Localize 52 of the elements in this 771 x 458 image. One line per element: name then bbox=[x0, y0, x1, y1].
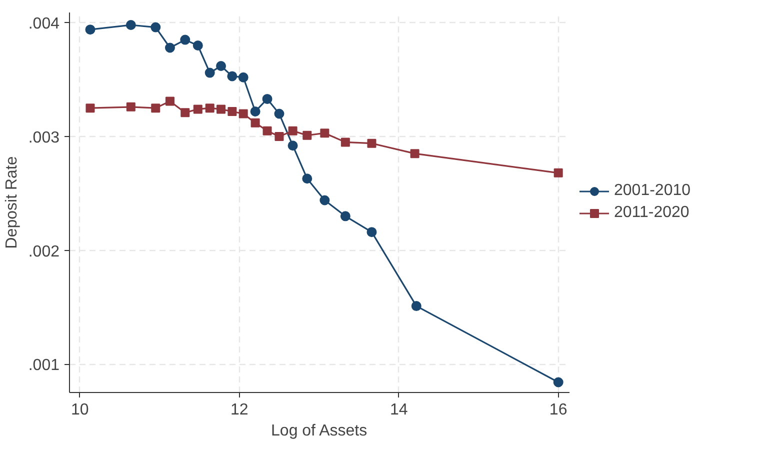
point bbox=[288, 126, 298, 136]
point bbox=[86, 104, 95, 113]
x-tick-label: 14 bbox=[390, 402, 408, 418]
point bbox=[216, 104, 226, 114]
y-tick-label: .004 bbox=[28, 16, 60, 33]
point bbox=[216, 60, 226, 71]
point bbox=[302, 174, 312, 184]
point bbox=[250, 106, 260, 116]
y-tick-label: .002 bbox=[28, 243, 60, 260]
point bbox=[262, 94, 272, 104]
point bbox=[180, 34, 190, 45]
point bbox=[553, 377, 564, 388]
x-axis-title: Log of Assets bbox=[271, 422, 368, 440]
x-tick-label: 16 bbox=[549, 402, 568, 418]
point bbox=[554, 168, 563, 178]
legend-label: 2011-2020 bbox=[614, 204, 690, 222]
x-tick-label: 12 bbox=[230, 402, 248, 418]
point bbox=[126, 102, 136, 112]
point bbox=[366, 227, 377, 238]
point bbox=[150, 22, 161, 32]
point bbox=[180, 108, 190, 118]
point bbox=[205, 104, 214, 113]
point bbox=[302, 130, 312, 140]
point bbox=[126, 20, 136, 30]
point bbox=[238, 109, 248, 118]
point bbox=[320, 128, 330, 138]
point bbox=[165, 96, 174, 106]
legend-label: 2001-2010 bbox=[614, 182, 691, 200]
point bbox=[151, 104, 160, 113]
point bbox=[274, 132, 284, 142]
point bbox=[204, 68, 215, 78]
point bbox=[340, 211, 350, 222]
point bbox=[250, 118, 260, 128]
point bbox=[288, 140, 298, 151]
x-tick-label: 10 bbox=[70, 402, 89, 418]
y-tick-label: .001 bbox=[28, 357, 60, 374]
y-tick-label: .003 bbox=[28, 130, 60, 147]
y-axis-title: Deposit Rate bbox=[3, 156, 20, 249]
point bbox=[227, 71, 238, 82]
point bbox=[410, 149, 420, 158]
point bbox=[193, 104, 202, 114]
point bbox=[164, 42, 175, 53]
point bbox=[411, 301, 422, 312]
point bbox=[238, 72, 248, 82]
point bbox=[228, 106, 237, 116]
point bbox=[192, 40, 203, 50]
point bbox=[262, 126, 272, 136]
point bbox=[274, 108, 284, 119]
point bbox=[367, 138, 376, 148]
point bbox=[320, 195, 330, 206]
point bbox=[340, 138, 350, 147]
point bbox=[85, 24, 96, 35]
